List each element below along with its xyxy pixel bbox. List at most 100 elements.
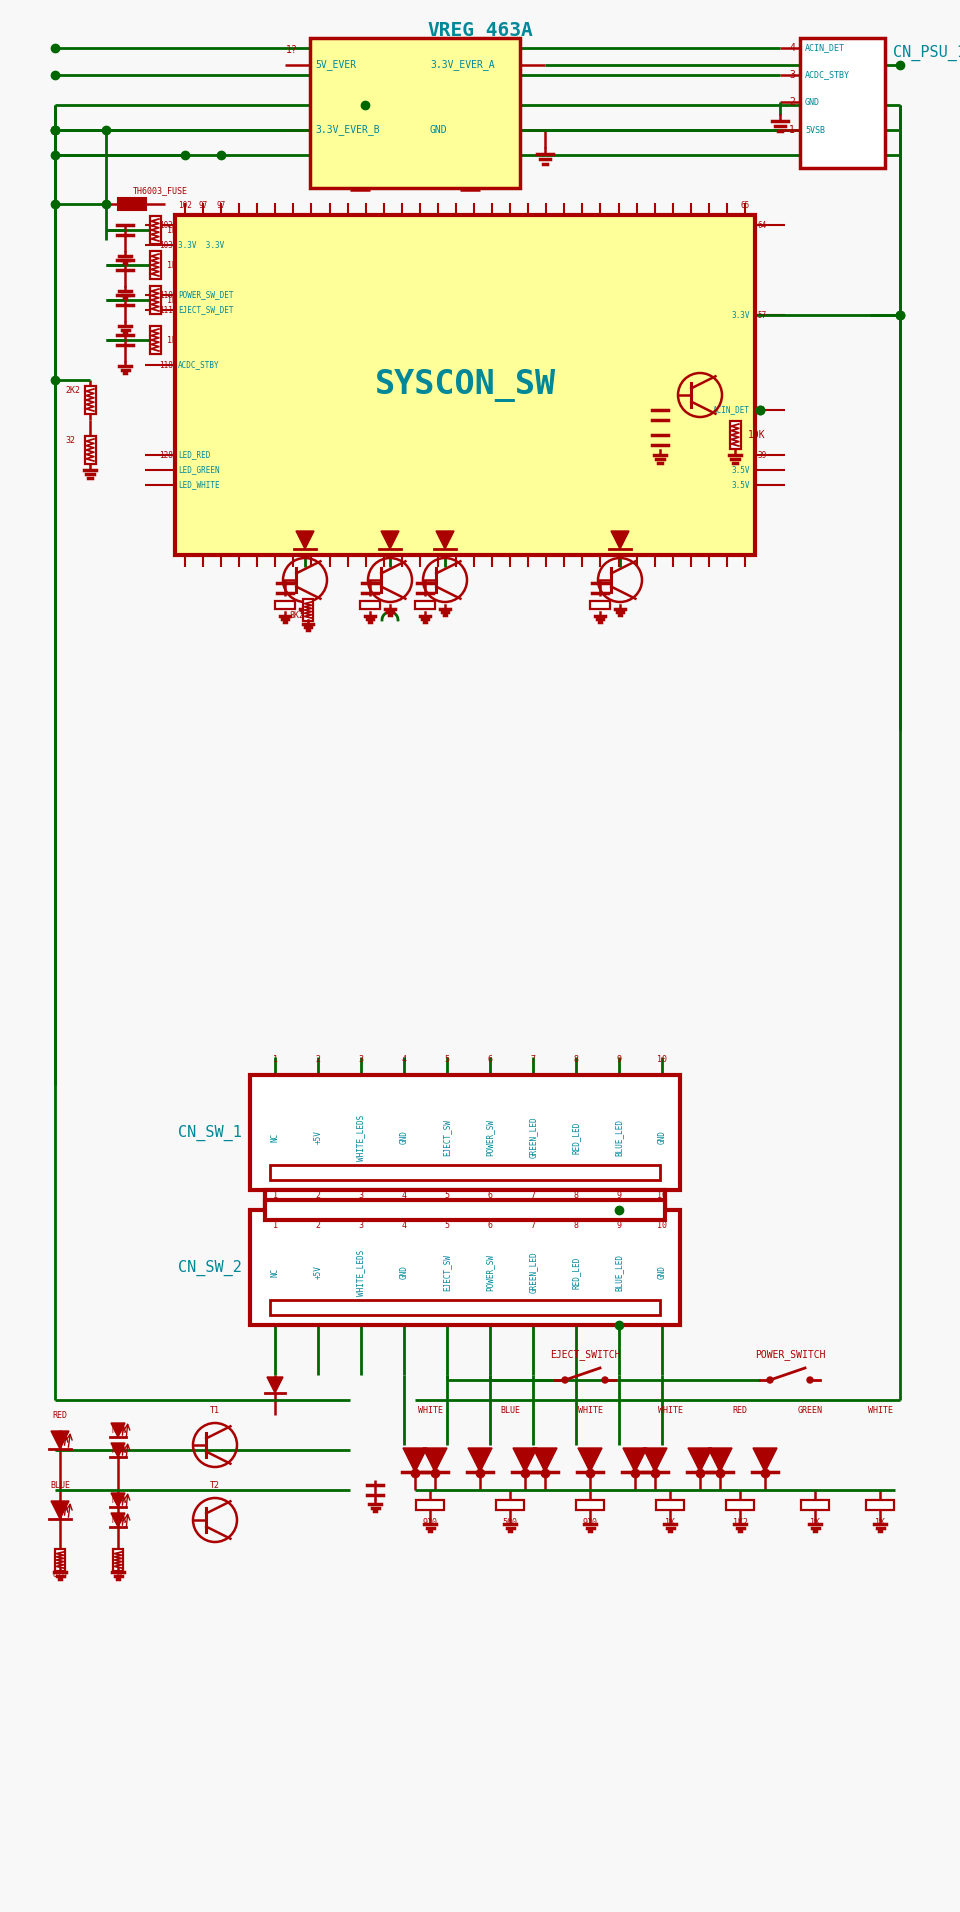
Polygon shape (688, 1447, 712, 1472)
Polygon shape (51, 1501, 69, 1518)
Polygon shape (578, 1447, 602, 1472)
Bar (270, 1300, 660, 1315)
Text: 1K: 1K (810, 1518, 820, 1528)
Text: BLUE_LED: BLUE_LED (614, 1119, 623, 1157)
Text: 1: 1 (273, 1191, 277, 1199)
Text: GND: GND (399, 1130, 409, 1145)
Bar (303, 598, 313, 621)
Polygon shape (423, 1447, 447, 1472)
Text: 8: 8 (573, 1191, 579, 1199)
Text: 7: 7 (531, 1055, 536, 1065)
Text: VREG_463A: VREG_463A (427, 23, 533, 40)
Text: 103: 103 (159, 241, 173, 249)
Circle shape (562, 1377, 568, 1382)
Text: 560: 560 (502, 1518, 517, 1528)
Polygon shape (708, 1447, 732, 1472)
Bar (590, 600, 610, 610)
Text: 8K2: 8K2 (290, 610, 305, 619)
Text: 3K: 3K (113, 1570, 123, 1579)
Text: 41: 41 (757, 405, 766, 415)
Bar (175, 214, 755, 554)
Bar (416, 1501, 444, 1510)
Polygon shape (623, 1447, 647, 1472)
Text: 64: 64 (757, 220, 766, 229)
Bar (265, 1201, 665, 1220)
Polygon shape (753, 1447, 777, 1472)
Text: 8: 8 (573, 1055, 579, 1065)
Text: GND: GND (399, 1266, 409, 1279)
Text: 7: 7 (531, 1191, 536, 1199)
Text: 2K2: 2K2 (65, 386, 80, 394)
Bar (310, 38, 520, 187)
Text: CN_PSU_1: CN_PSU_1 (893, 44, 960, 61)
Text: 5VSB: 5VSB (805, 126, 825, 134)
Text: GND: GND (805, 98, 820, 107)
Bar (656, 1501, 684, 1510)
Text: 6: 6 (488, 1055, 492, 1065)
Bar (84, 386, 95, 415)
Bar (576, 1501, 604, 1510)
Text: 9: 9 (616, 1191, 621, 1199)
Text: 6: 6 (488, 1191, 492, 1199)
Bar (270, 1164, 660, 1180)
Text: GREEN_LED: GREEN_LED (529, 1117, 538, 1159)
Text: ACIN_DET: ACIN_DET (713, 405, 750, 415)
Bar (55, 1549, 65, 1572)
Text: POWER_SW: POWER_SW (486, 1119, 494, 1157)
Text: N/A: N/A (111, 1426, 125, 1434)
Text: 118: 118 (159, 361, 173, 369)
Text: 1K: 1K (875, 1518, 885, 1528)
Text: 1K: 1K (665, 1518, 675, 1528)
Bar (800, 38, 885, 168)
Polygon shape (111, 1512, 125, 1528)
Text: N/A: N/A (111, 1495, 125, 1505)
Text: ACDC_STBY: ACDC_STBY (178, 361, 220, 369)
Polygon shape (111, 1423, 125, 1438)
Text: 97: 97 (217, 201, 226, 210)
Text: GND: GND (430, 124, 447, 136)
Text: 2: 2 (316, 1191, 321, 1199)
Text: 5: 5 (444, 1220, 449, 1229)
Text: 1K: 1K (167, 260, 177, 270)
Text: 1: 1 (789, 124, 795, 136)
Bar (113, 1549, 123, 1572)
Text: 3: 3 (358, 1191, 364, 1199)
Text: 102: 102 (178, 201, 192, 210)
Text: 910: 910 (583, 1518, 597, 1528)
Text: EJECT_SW_DET: EJECT_SW_DET (178, 306, 233, 314)
Bar (150, 327, 160, 354)
Text: 1: 1 (273, 1055, 277, 1065)
Bar (150, 216, 160, 245)
Polygon shape (643, 1447, 667, 1472)
Text: 10: 10 (657, 1055, 667, 1065)
Bar (801, 1501, 829, 1510)
Text: 3.5V: 3.5V (732, 480, 750, 489)
Text: +5V: +5V (314, 1266, 323, 1279)
Text: 57: 57 (757, 310, 766, 319)
Text: 1?: 1? (286, 46, 298, 55)
Text: +5V: +5V (314, 1130, 323, 1145)
Bar (866, 1501, 894, 1510)
Text: WHITE_LEDS: WHITE_LEDS (356, 1249, 366, 1296)
Text: 3.5V: 3.5V (732, 465, 750, 474)
Text: NC: NC (271, 1134, 279, 1141)
Circle shape (767, 1377, 773, 1382)
Bar (496, 1501, 524, 1510)
Text: LED_GREEN: LED_GREEN (178, 465, 220, 474)
Text: 110: 110 (159, 291, 173, 300)
Text: 10K: 10K (748, 430, 766, 440)
Text: 9: 9 (616, 1055, 621, 1065)
Text: 1K: 1K (167, 296, 177, 304)
Text: WHITE: WHITE (578, 1405, 603, 1415)
Text: 3: 3 (789, 71, 795, 80)
Text: 9: 9 (616, 1220, 621, 1229)
Text: 4: 4 (789, 42, 795, 54)
Text: LED_WHITE: LED_WHITE (178, 480, 220, 489)
Bar (150, 250, 160, 279)
Text: WHITE_LEDS: WHITE_LEDS (356, 1115, 366, 1161)
Text: RED_LED: RED_LED (571, 1256, 581, 1289)
Text: POWER_SWITCH: POWER_SWITCH (755, 1350, 826, 1359)
Text: 65: 65 (740, 201, 750, 210)
Text: 3: 3 (358, 1055, 364, 1065)
Polygon shape (468, 1447, 492, 1472)
